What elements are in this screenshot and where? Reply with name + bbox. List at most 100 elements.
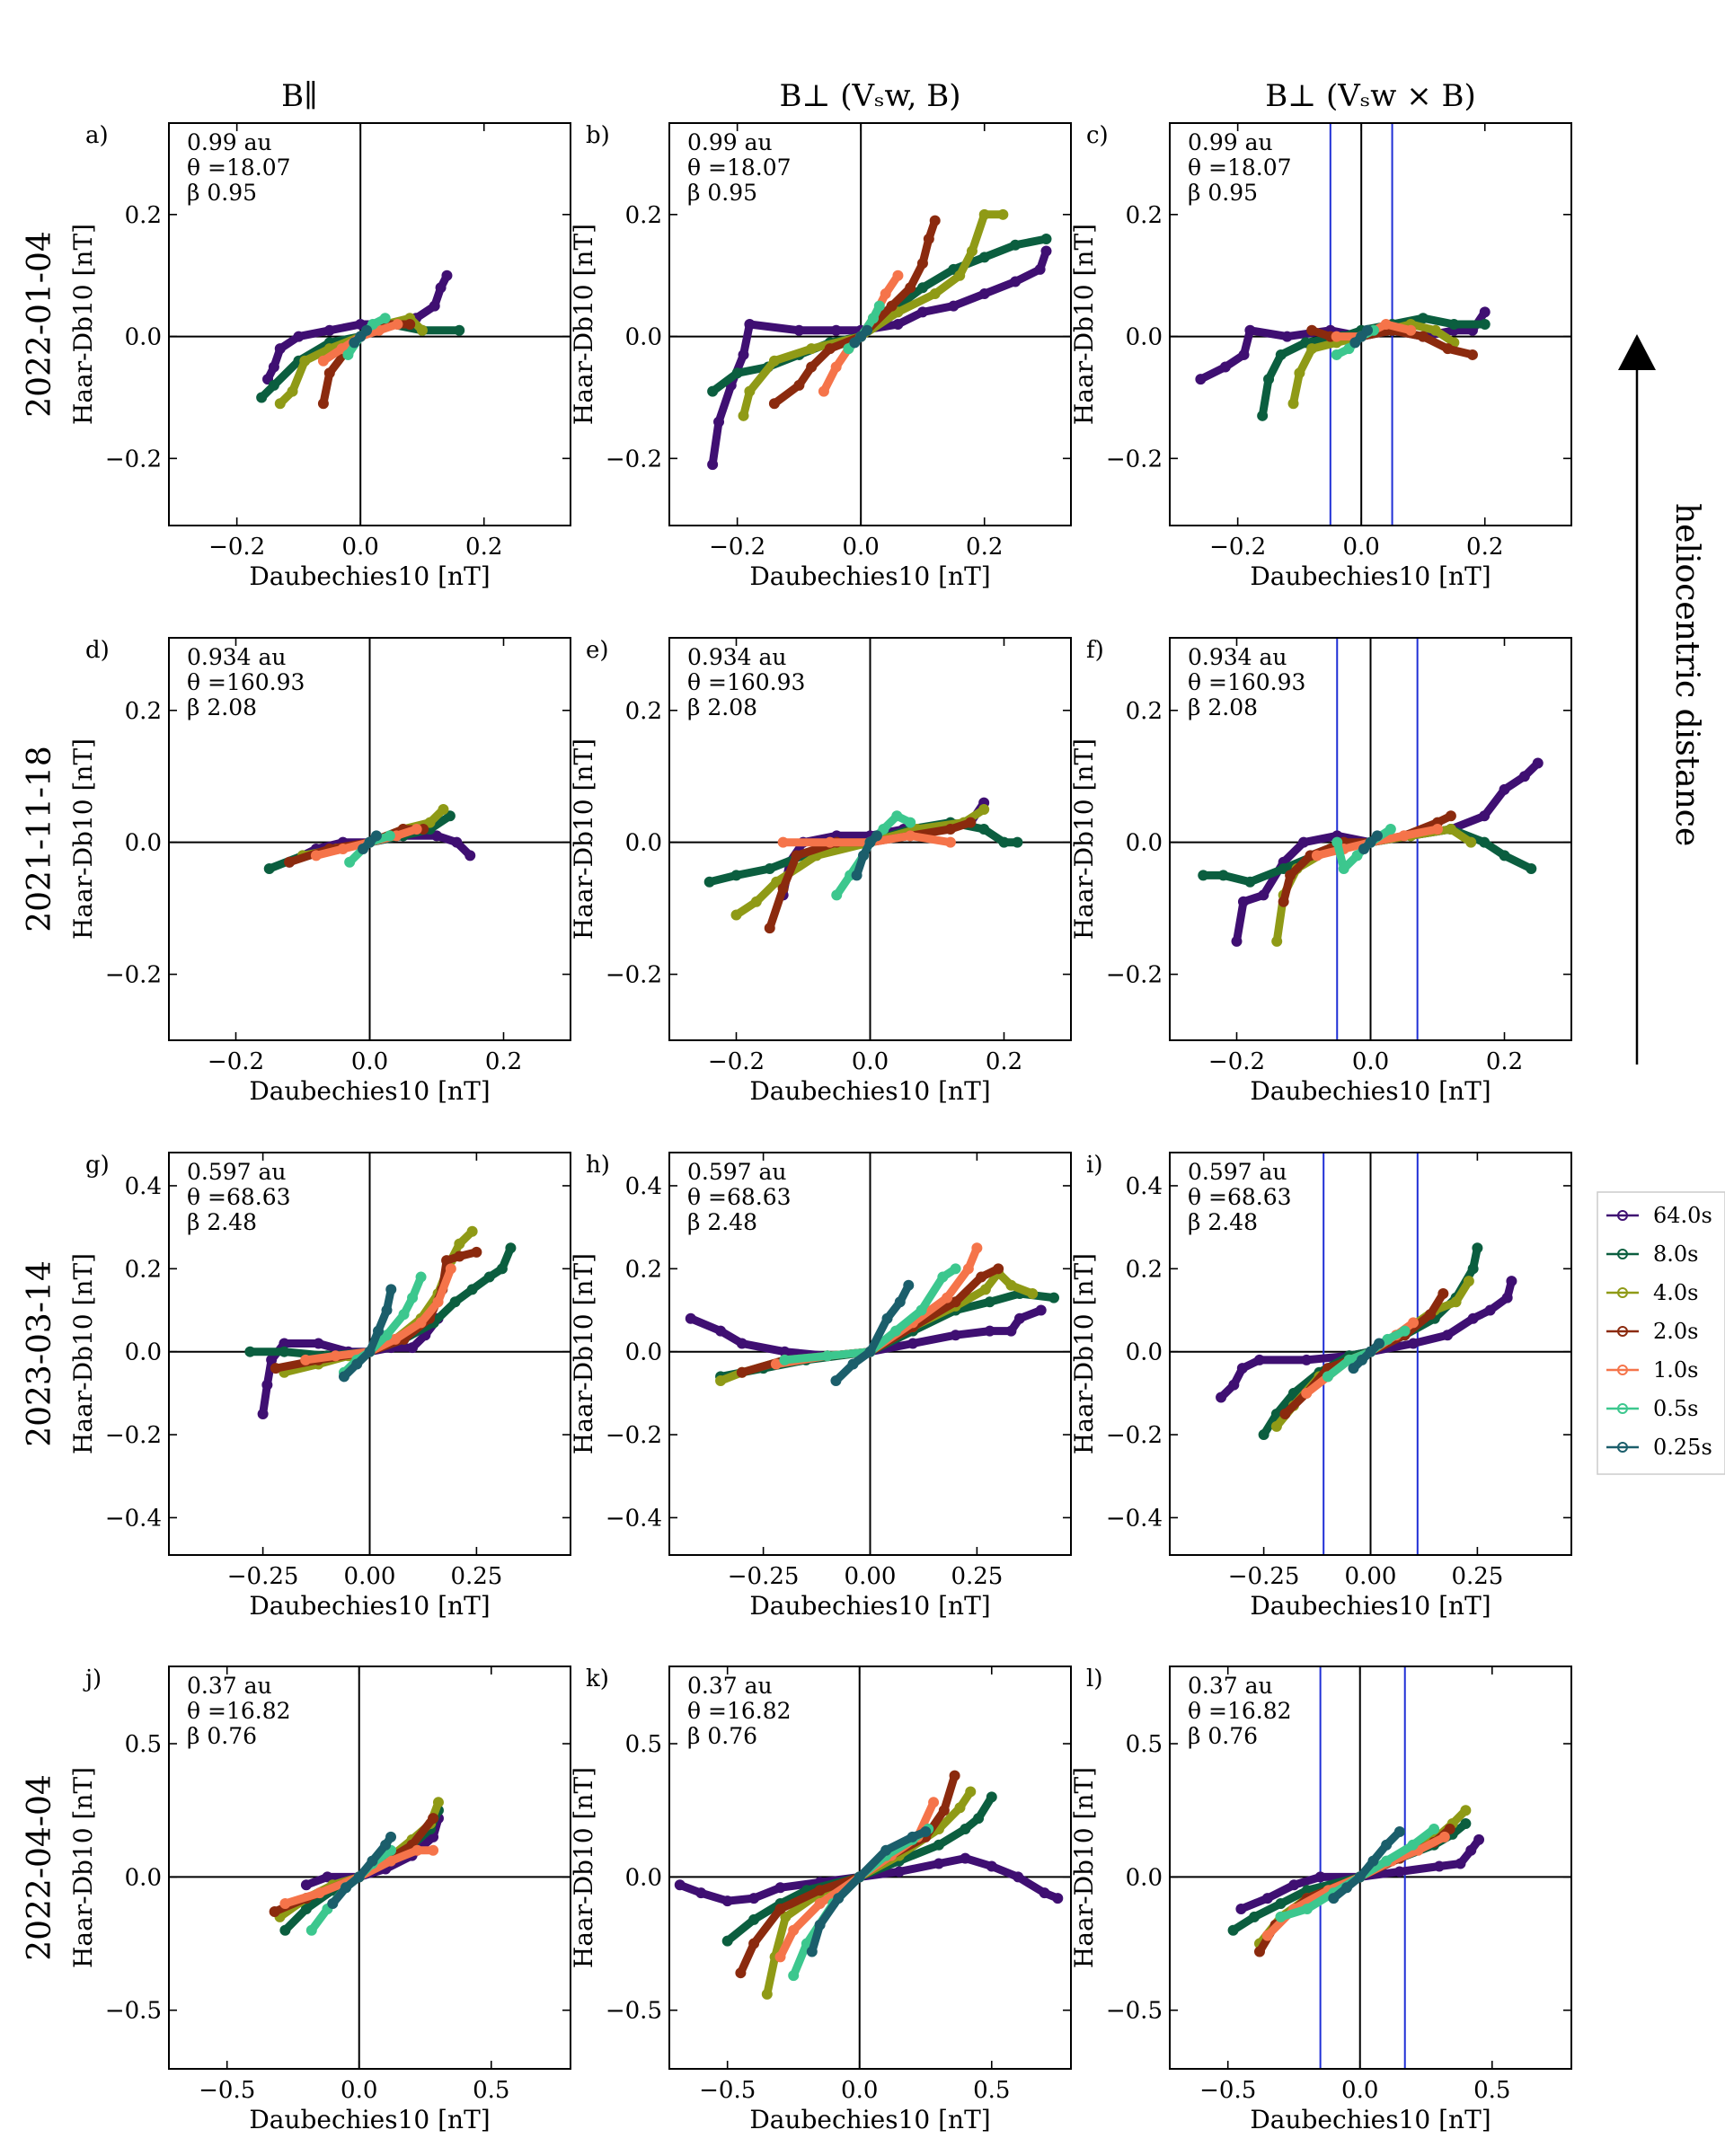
info-line: 0.99 au [687, 129, 773, 155]
info-line: β 2.48 [687, 1209, 757, 1235]
data-point [843, 343, 854, 355]
data-point [903, 1279, 915, 1291]
data-point [892, 306, 904, 318]
data-point [979, 1284, 991, 1295]
data-point [411, 823, 422, 835]
data-point [814, 1885, 826, 1896]
data-point [1467, 1263, 1479, 1275]
data-point [833, 1893, 845, 1904]
data-point [1450, 1296, 1462, 1308]
x-axis-label: Daubechies10 [nT] [1250, 561, 1491, 591]
data-point [1249, 1911, 1261, 1922]
data-point [1331, 836, 1343, 848]
data-point [1287, 1387, 1299, 1399]
data-point [948, 300, 960, 312]
x-tick-label: 0.2 [986, 1048, 1022, 1075]
data-point [890, 1325, 902, 1337]
data-point [864, 836, 876, 848]
data-point [933, 1858, 944, 1869]
data-point [1356, 331, 1367, 342]
data-point [1479, 319, 1491, 330]
panel-letter: j) [83, 1666, 102, 1692]
data-point [261, 1379, 273, 1391]
x-axis-label: Daubechies10 [nT] [249, 1076, 490, 1106]
data-point [384, 830, 395, 842]
data-point [1287, 398, 1299, 410]
data-point [715, 1325, 727, 1337]
data-point [274, 343, 286, 355]
data-point [349, 337, 360, 349]
info-line: 0.37 au [187, 1673, 272, 1699]
data-point [1238, 349, 1250, 360]
data-point [1257, 410, 1269, 421]
y-tick-label: 0.0 [125, 1339, 162, 1366]
data-point [1275, 1911, 1287, 1922]
info-line: β 0.76 [187, 1723, 257, 1749]
data-point [310, 850, 322, 862]
data-point [1281, 331, 1293, 342]
y-tick-label: 0.2 [1126, 1256, 1163, 1283]
data-point [435, 282, 447, 294]
data-point [738, 349, 749, 360]
data-point [1479, 810, 1491, 822]
data-point [768, 355, 780, 367]
data-point [986, 1860, 997, 1872]
x-axis-label: Daubechies10 [nT] [249, 561, 490, 591]
axes-frame [1169, 1666, 1572, 2070]
data-point [1408, 1338, 1420, 1349]
y-tick-label: 0.0 [125, 1864, 162, 1891]
y-tick-label: −0.4 [606, 1505, 662, 1532]
data-point [748, 1913, 760, 1925]
x-tick-label: 0.0 [843, 534, 880, 561]
data-point [893, 1866, 905, 1878]
data-point [279, 1924, 291, 1936]
x-tick-label: 0.25 [1451, 1563, 1503, 1590]
data-point [916, 306, 928, 318]
data-point [1429, 1823, 1440, 1834]
data-point [505, 1242, 517, 1254]
data-point [1365, 836, 1376, 848]
info-line: β 2.48 [187, 1209, 257, 1235]
data-point [1198, 870, 1209, 881]
info-line: 0.934 au [1188, 644, 1287, 670]
panel-g: −0.25 0.00 0.25 −0.4 −0.2 0.0 0.2 0.4 Daubechies… [68, 1152, 571, 1621]
legend-marker [1617, 1442, 1628, 1453]
data-point [984, 1325, 995, 1337]
data-point [928, 1797, 940, 1808]
data-point [814, 1919, 826, 1931]
x-tick-label: 0.2 [1466, 534, 1503, 561]
data-point [268, 379, 279, 391]
data-point [1479, 306, 1491, 318]
data-point [806, 361, 818, 373]
data-point [1010, 239, 1022, 251]
data-point [300, 1879, 312, 1891]
data-point [736, 1366, 748, 1378]
data-point [744, 319, 756, 330]
data-point [1328, 1893, 1340, 1904]
data-point [858, 850, 870, 862]
x-tick-label: 0.2 [966, 534, 1003, 561]
data-point [454, 1238, 465, 1250]
panel-letter: d) [85, 637, 110, 664]
series-group [1195, 306, 1491, 421]
data-point [1380, 319, 1392, 330]
data-point [965, 817, 977, 828]
data-point [432, 1797, 444, 1808]
data-point [1398, 830, 1410, 842]
data-point [1455, 1858, 1466, 1869]
x-tick-label: 0.5 [473, 2077, 509, 2104]
series-group [685, 1242, 1059, 1387]
series-line-0.25s [1329, 1827, 1404, 1903]
data-point [1473, 1833, 1485, 1845]
row-date-label: 2022-04-04 [22, 1774, 58, 1961]
series-line-0.25s [808, 1827, 930, 1956]
x-tick-label: −0.2 [709, 534, 765, 561]
y-tick-label: −0.2 [1106, 446, 1163, 473]
info-line: θ =18.07 [187, 155, 291, 181]
data-point [771, 876, 783, 888]
data-point [878, 823, 889, 835]
y-tick-label: 0.0 [125, 830, 162, 857]
y-tick-label: −0.2 [606, 446, 662, 473]
data-point [1399, 1325, 1411, 1337]
